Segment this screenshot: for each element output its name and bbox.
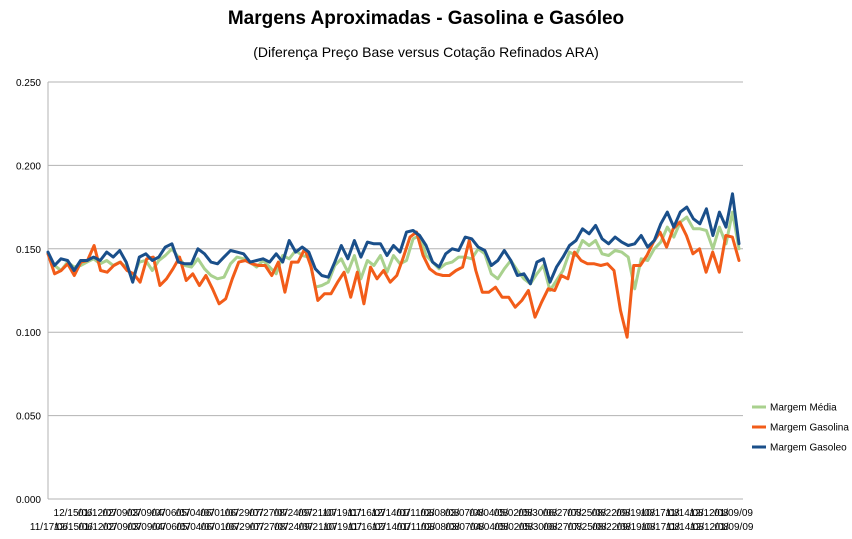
y-tick-label: 0.250 [16,78,41,89]
series-line-margem-m-dia [46,210,741,292]
legend-label: Margem Gasoleo [770,443,847,454]
x-tick-label: 01/11/08 [396,508,435,519]
x-tick-label: 12/14/07 [372,522,411,533]
x-tick-label: 06/29/07 [225,508,264,519]
x-tick-label: 12/12/08 [690,522,729,533]
x-tick-label: 05/04/07 [176,508,215,519]
y-tick-label: 0.200 [16,161,41,172]
x-tick-label: 04/04/08 [469,508,508,519]
x-tick-label: 12/14/07 [372,508,411,519]
x-tick-label: 10/19/07 [323,522,362,533]
x-tick-label: 01/09/09 [714,508,753,519]
x-tick-label: 09/19/08 [616,508,655,519]
series-lines [46,192,741,339]
x-tick-label: 06/01/07 [201,522,240,533]
y-axis-ticks: 0.000 0.050 0.100 0.150 0.200 0.250 [16,78,41,506]
legend-label: Margem Média [770,403,837,414]
x-tick-label: 10/17/08 [641,508,680,519]
x-tick-label: 06/29/07 [225,522,264,533]
x-tick-label: 01/11/08 [397,522,436,533]
x-tick-label: 01/12/07 [78,522,117,533]
x-axis-ticks: 12/15/0601/12/0702/09/0703/09/0704/06/07… [30,508,754,533]
x-tick-label: 05/02/08 [494,508,533,519]
x-tick-label: 03/07/08 [445,522,484,533]
x-tick-label: 02/08/08 [421,522,460,533]
x-tick-label: 12/12/08 [690,508,729,519]
x-tick-label: 03/09/07 [127,522,166,533]
x-tick-label: 12/15/06 [54,508,93,519]
chart-subtitle: (Diferença Preço Base versus Cotação Ref… [253,44,599,60]
x-tick-label: 08/22/08 [592,508,631,519]
x-tick-label: 12/15/06 [54,522,93,533]
x-tick-label: 05/30/08 [518,508,557,519]
x-tick-label: 09/21/07 [299,522,338,533]
series-line-margem-gasoleo [46,192,741,286]
gridlines [47,81,743,500]
x-tick-label: 07/27/07 [249,508,288,519]
x-tick-label: 09/19/08 [617,522,656,533]
x-tick-label: 03/07/08 [445,508,484,519]
x-tick-label: 05/02/08 [494,522,533,533]
x-tick-label: 06/01/07 [200,508,239,519]
legend: Margem Média Margem Gasolina Margem Gasole… [752,403,849,454]
x-tick-label: 11/16/07 [347,508,386,519]
chart-title: Margens Aproximadas - Gasolina e Gasóleo [227,8,625,29]
x-tick-label: 05/04/07 [176,522,215,533]
x-tick-label: 04/06/07 [152,522,191,533]
x-tick-label: 02/08/08 [420,508,459,519]
y-tick-label: 0.100 [16,328,41,339]
legend-label: Margem Gasolina [770,423,849,434]
series-line-margem-gasolina [46,220,741,339]
x-tick-label: 07/25/08 [568,522,607,533]
x-tick-label: 11/17/06 [30,522,69,533]
x-tick-label: 04/04/08 [470,522,509,533]
x-tick-label: 08/24/07 [274,508,313,519]
x-tick-label: 01/12/07 [78,508,117,519]
y-tick-label: 0.050 [16,412,41,423]
x-tick-label: 02/09/07 [102,508,141,519]
x-tick-label: 11/14/08 [666,522,705,533]
x-tick-label: 08/22/08 [592,522,631,533]
y-tick-label: 0.000 [16,495,41,506]
x-tick-label: 05/30/08 [519,522,558,533]
x-tick-label: 11/16/07 [348,522,387,533]
x-tick-label: 07/25/08 [567,508,606,519]
x-tick-label: 02/09/07 [103,522,142,533]
x-tick-label: 06/27/08 [543,508,582,519]
x-tick-label: 04/06/07 [151,508,190,519]
y-tick-label: 0.150 [16,245,41,256]
x-tick-label: 10/17/08 [641,522,680,533]
x-tick-label: 09/21/07 [298,508,337,519]
x-tick-label: 08/24/07 [274,522,313,533]
x-tick-label: 11/14/08 [666,508,705,519]
x-tick-label: 01/09/09 [715,522,754,533]
x-tick-label: 03/09/07 [127,508,166,519]
x-tick-label: 07/27/07 [250,522,289,533]
x-tick-label: 10/19/07 [323,508,362,519]
x-tick-label: 06/27/08 [543,522,582,533]
